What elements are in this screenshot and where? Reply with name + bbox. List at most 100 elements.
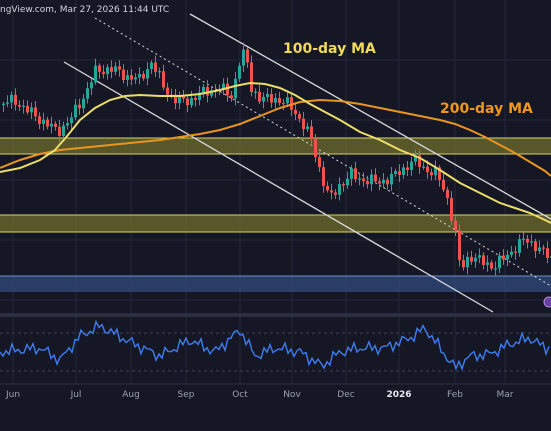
candle-body (362, 178, 365, 182)
candle-body (502, 255, 505, 260)
candle-body (486, 262, 489, 265)
candle-body (262, 96, 265, 102)
candle-body (350, 168, 353, 179)
candle-body (198, 92, 201, 100)
candle-body (382, 179, 385, 184)
candle-body (426, 166, 429, 173)
candle-body (270, 93, 273, 103)
candle-body (458, 230, 461, 261)
candle-body (542, 247, 545, 249)
candle-body (22, 105, 25, 107)
candle-body (470, 256, 473, 262)
candle-body (418, 155, 421, 167)
candle-body (414, 155, 417, 162)
candle-body (402, 167, 405, 175)
candle-body (126, 75, 129, 80)
candle-body (74, 104, 77, 118)
candle-body (482, 255, 485, 265)
candle-body (90, 82, 93, 89)
time-axis-label: Jun (5, 390, 20, 400)
candle-body (510, 251, 513, 255)
candle-body (194, 97, 197, 100)
candle-body (546, 248, 549, 258)
candle-body (346, 178, 349, 186)
candle-body (494, 268, 497, 270)
candle-body (306, 126, 309, 130)
candle-body (338, 184, 341, 195)
candle-body (274, 98, 277, 103)
candle-body (30, 107, 33, 113)
candle-body (450, 198, 453, 221)
time-axis-label: Nov (283, 390, 301, 400)
candle-body (394, 171, 397, 174)
candle-body (134, 77, 137, 80)
resistance-zone-upper (0, 138, 551, 154)
annotation-ma-200: 200-day MA (440, 101, 533, 117)
candle-body (530, 241, 533, 243)
candle-body (490, 262, 493, 269)
candle-body (538, 247, 541, 252)
candle-body (162, 71, 165, 88)
candle-body (506, 254, 509, 260)
candle-body (378, 181, 381, 184)
candle-body (182, 96, 185, 99)
candle-body (118, 66, 121, 70)
candle-body (354, 168, 357, 180)
time-axis: Jun Jul Aug Sep Oct Nov Dec 2026 Feb Mar (5, 390, 514, 400)
candle-body (242, 49, 245, 66)
candle-body (250, 62, 253, 93)
candle-body (206, 86, 209, 96)
candle-body (130, 75, 133, 80)
candle-body (186, 98, 189, 106)
candle-body (434, 167, 437, 176)
candle-body (150, 62, 153, 70)
candle-body (166, 87, 169, 95)
candle-body (390, 173, 393, 185)
candle-body (158, 71, 161, 73)
candle-body (410, 161, 413, 170)
candle-body (238, 65, 241, 79)
candle-body (62, 125, 65, 136)
candle-body (6, 102, 9, 104)
candle-body (34, 107, 37, 117)
candle-body (10, 94, 13, 103)
candle-body (446, 189, 449, 199)
candle-body (178, 96, 181, 104)
candle-body (294, 109, 297, 115)
candle-body (498, 255, 501, 269)
candle-body (422, 166, 425, 168)
candle-body (102, 71, 105, 75)
candle-body (282, 103, 285, 105)
candle-body (358, 178, 361, 180)
panel-separator (0, 313, 551, 317)
candle-body (234, 78, 237, 99)
candle-body (254, 91, 257, 94)
candle-body (114, 66, 117, 72)
candle-body (278, 98, 281, 104)
candle-body (98, 65, 101, 72)
candle-body (266, 93, 269, 97)
candle-body (138, 73, 141, 78)
candle-body (442, 179, 445, 190)
candle-body (366, 181, 369, 185)
grid-lines (0, 0, 551, 384)
candle-body (230, 95, 233, 99)
candle-body (38, 116, 41, 124)
candle-body (330, 190, 333, 193)
candle-body (430, 172, 433, 176)
candle-body (210, 90, 213, 96)
candle-body (202, 86, 205, 93)
candle-body (246, 49, 249, 63)
candle-body (534, 241, 537, 252)
candle-body (154, 62, 157, 72)
candle-body (190, 97, 193, 106)
candle-body (58, 126, 61, 136)
candle-body (122, 69, 125, 80)
candle-body (258, 91, 261, 102)
candle-series (2, 42, 551, 276)
candle-body (66, 123, 69, 126)
time-axis-label: Jul (70, 390, 82, 400)
candle-body (106, 67, 109, 75)
candle-body (522, 238, 525, 240)
